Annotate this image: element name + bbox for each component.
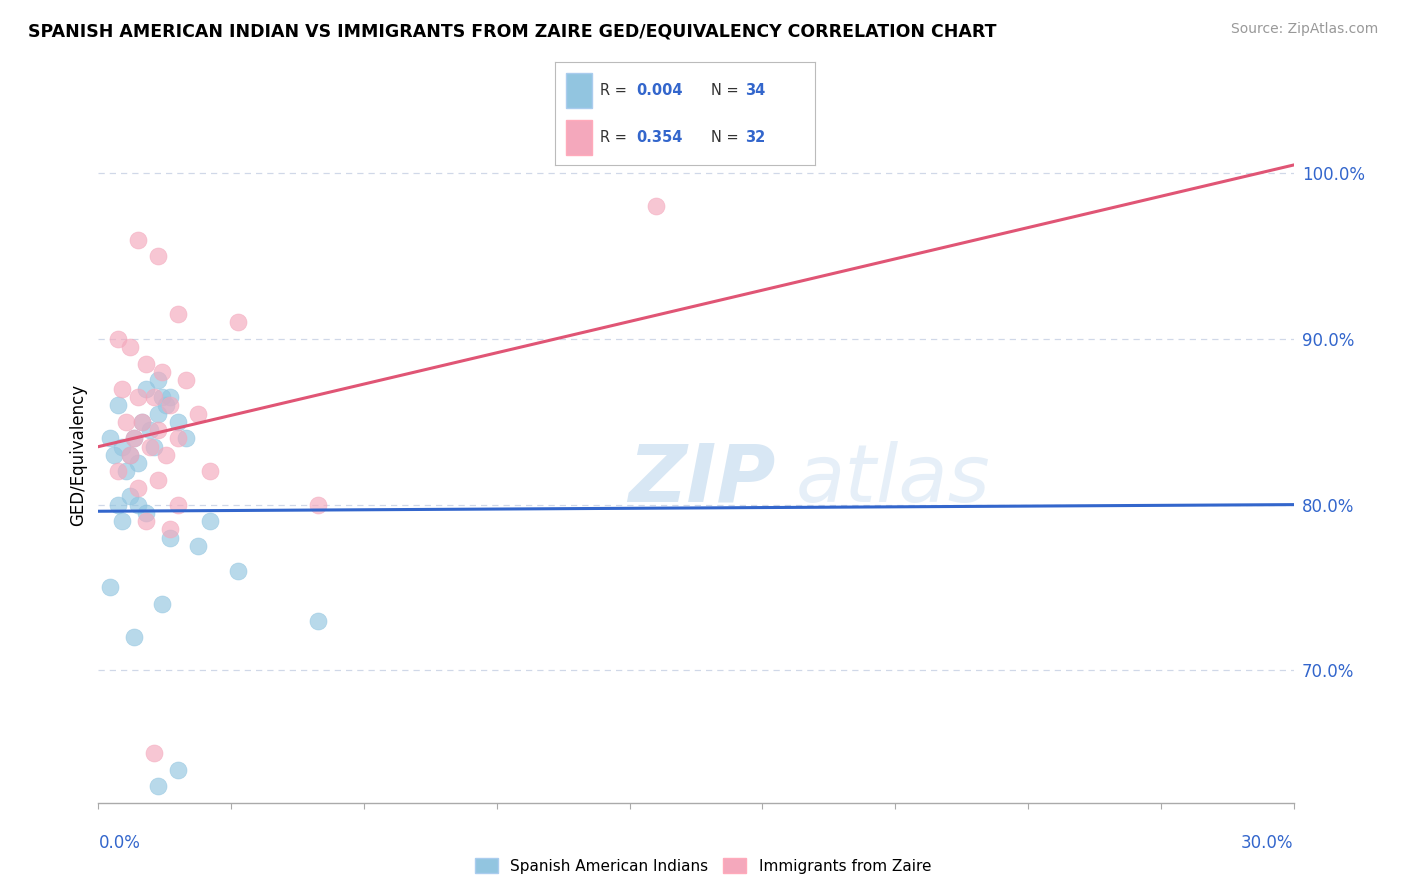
Point	[148, 423, 170, 437]
Point	[226, 315, 249, 329]
Text: 30.0%: 30.0%	[1241, 834, 1294, 852]
Point	[167, 307, 190, 321]
Point	[107, 465, 129, 479]
Point	[124, 431, 146, 445]
Point	[148, 407, 170, 421]
Point	[155, 398, 177, 412]
Text: 0.0%: 0.0%	[98, 834, 141, 852]
Text: R =: R =	[599, 83, 631, 97]
Text: 32: 32	[745, 130, 765, 145]
Point	[107, 498, 129, 512]
Point	[124, 431, 146, 445]
Point	[127, 390, 149, 404]
Point	[159, 531, 181, 545]
Y-axis label: GED/Equivalency: GED/Equivalency	[69, 384, 87, 526]
Point	[174, 431, 197, 445]
Point	[127, 233, 149, 247]
Text: Source: ZipAtlas.com: Source: ZipAtlas.com	[1230, 22, 1378, 37]
Point	[127, 456, 149, 470]
Point	[148, 373, 170, 387]
Point	[139, 423, 162, 437]
Point	[159, 523, 181, 537]
Point	[307, 614, 329, 628]
Point	[148, 249, 170, 263]
Point	[111, 382, 134, 396]
Text: R =: R =	[599, 130, 631, 145]
Point	[98, 431, 122, 445]
Point	[198, 514, 221, 528]
Point	[115, 415, 138, 429]
Point	[124, 630, 146, 644]
Point	[131, 415, 153, 429]
Point	[167, 763, 190, 777]
Point	[135, 382, 157, 396]
Point	[187, 407, 209, 421]
Point	[198, 465, 221, 479]
Text: atlas: atlas	[796, 441, 990, 519]
Point	[120, 448, 142, 462]
Text: 0.004: 0.004	[636, 83, 682, 97]
Point	[127, 481, 149, 495]
Text: N =: N =	[711, 83, 744, 97]
Point	[167, 431, 190, 445]
Point	[148, 779, 170, 793]
Text: SPANISH AMERICAN INDIAN VS IMMIGRANTS FROM ZAIRE GED/EQUIVALENCY CORRELATION CHA: SPANISH AMERICAN INDIAN VS IMMIGRANTS FR…	[28, 22, 997, 40]
Point	[115, 465, 138, 479]
Point	[187, 539, 209, 553]
Point	[143, 746, 166, 760]
Point	[159, 390, 181, 404]
Point	[135, 506, 157, 520]
Point	[98, 581, 122, 595]
Point	[174, 373, 197, 387]
Point	[127, 498, 149, 512]
Point	[150, 597, 173, 611]
Text: 34: 34	[745, 83, 765, 97]
Point	[150, 365, 173, 379]
Text: ZIP: ZIP	[628, 441, 776, 519]
Point	[120, 489, 142, 503]
Point	[150, 390, 173, 404]
Text: N =: N =	[711, 130, 744, 145]
Point	[107, 398, 129, 412]
Point	[159, 398, 181, 412]
Point	[120, 448, 142, 462]
Point	[143, 440, 166, 454]
Point	[111, 514, 134, 528]
Point	[155, 448, 177, 462]
Point	[307, 498, 329, 512]
Point	[139, 440, 162, 454]
Point	[645, 199, 668, 213]
Point	[135, 514, 157, 528]
Point	[148, 473, 170, 487]
Point	[135, 357, 157, 371]
Point	[226, 564, 249, 578]
Point	[103, 448, 125, 462]
Text: 0.354: 0.354	[636, 130, 682, 145]
Point	[111, 440, 134, 454]
Point	[120, 340, 142, 354]
Point	[143, 390, 166, 404]
Point	[131, 415, 153, 429]
Point	[167, 498, 190, 512]
FancyBboxPatch shape	[565, 120, 592, 155]
Legend: Spanish American Indians, Immigrants from Zaire: Spanish American Indians, Immigrants fro…	[468, 852, 938, 880]
Point	[167, 415, 190, 429]
Point	[107, 332, 129, 346]
FancyBboxPatch shape	[565, 73, 592, 108]
